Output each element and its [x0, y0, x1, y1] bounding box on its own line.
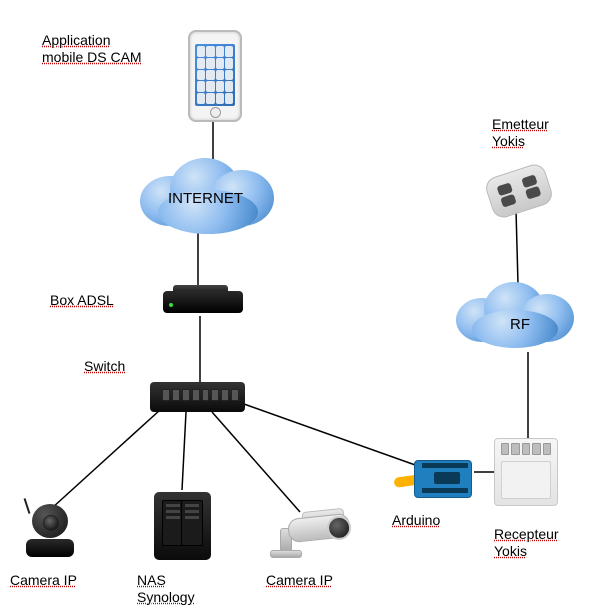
bullet-camera-icon [268, 508, 358, 558]
camera-bullet-node [268, 508, 358, 558]
edge-switch-nas [182, 412, 186, 490]
camera-bullet-label: Camera IP [266, 572, 333, 589]
rf-label: RF [510, 316, 530, 333]
yokis-emitter-label: EmetteurYokis [492, 116, 592, 150]
phone-node [188, 30, 242, 122]
edge-switch-cam_dome [52, 410, 160, 508]
remote-icon [483, 161, 555, 220]
box-adsl-node [163, 285, 243, 313]
yokis-receiver-node [494, 438, 558, 506]
nas-icon [150, 488, 215, 560]
internet-label: INTERNET [168, 190, 243, 207]
yokis-receiver-label: RecepteurYokis [494, 526, 594, 560]
edge-switch-arduino [244, 404, 418, 466]
smartphone-icon [188, 30, 242, 122]
dome-camera-icon [18, 502, 83, 557]
box-adsl-label: Box ADSL [50, 292, 114, 309]
yokis-receiver-icon [494, 438, 558, 506]
nas-label: NASSynology [137, 572, 227, 606]
diagram-canvas: { "diagram": { "width": 611, "height": 6… [0, 0, 611, 613]
switch-icon [150, 382, 245, 412]
yokis-emitter-node [488, 170, 550, 212]
switch-label: Switch [84, 358, 125, 375]
camera-dome-label: Camera IP [10, 572, 77, 589]
arduino-node [400, 454, 472, 502]
arduino-icon [400, 454, 472, 502]
camera-dome-node [18, 502, 83, 557]
edge-rf_cloud-yokis_emit [516, 210, 518, 284]
switch-node [150, 382, 245, 412]
edge-switch-cam_bullet [212, 412, 300, 512]
arduino-label: Arduino [392, 512, 440, 529]
phone-label: Applicationmobile DS CAM [42, 32, 172, 66]
router-icon [163, 285, 243, 313]
